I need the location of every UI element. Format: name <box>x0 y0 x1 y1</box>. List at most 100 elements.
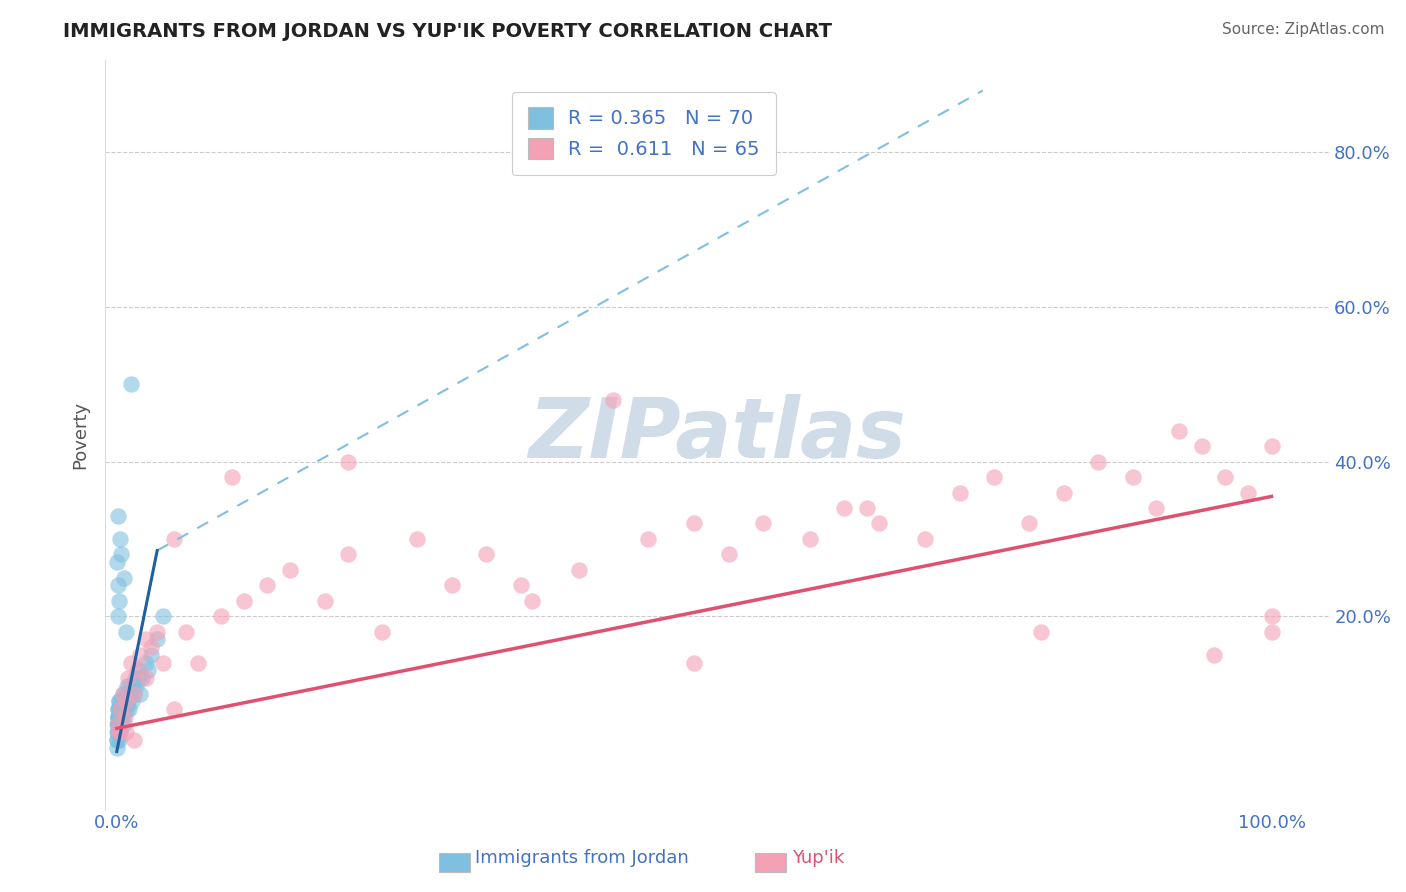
Point <box>602 392 624 407</box>
Point <box>105 740 128 755</box>
Point <box>107 694 129 708</box>
Point <box>683 516 706 531</box>
Point <box>406 532 429 546</box>
Point <box>440 578 463 592</box>
Point <box>111 710 134 724</box>
Point <box>110 694 132 708</box>
Point <box>122 733 145 747</box>
Point <box>256 578 278 592</box>
Point <box>135 632 157 647</box>
Point <box>131 671 153 685</box>
Point <box>110 548 132 562</box>
Point <box>105 717 128 731</box>
Point <box>115 702 138 716</box>
Point <box>107 733 129 747</box>
Point <box>107 717 129 731</box>
Point <box>221 470 243 484</box>
Point <box>799 532 821 546</box>
Point <box>121 694 143 708</box>
Y-axis label: Poverty: Poverty <box>72 401 89 468</box>
Point <box>107 710 129 724</box>
Point <box>127 664 149 678</box>
Point <box>717 548 740 562</box>
Point <box>110 702 132 716</box>
Point <box>122 679 145 693</box>
Point <box>752 516 775 531</box>
Point <box>141 640 163 655</box>
Point <box>118 702 141 716</box>
Point <box>107 725 129 739</box>
Point <box>117 671 139 685</box>
Legend: R = 0.365   N = 70, R =  0.611   N = 65: R = 0.365 N = 70, R = 0.611 N = 65 <box>512 92 776 175</box>
Point <box>1260 624 1282 639</box>
Point <box>111 702 134 716</box>
Text: ZIPatlas: ZIPatlas <box>529 394 907 475</box>
Point <box>110 702 132 716</box>
Point <box>105 555 128 569</box>
Point <box>174 624 197 639</box>
Point <box>108 594 131 608</box>
Point <box>115 694 138 708</box>
Point <box>120 687 142 701</box>
Point <box>110 710 132 724</box>
Point <box>209 609 232 624</box>
Point <box>115 694 138 708</box>
Point <box>117 694 139 708</box>
Point <box>128 648 150 662</box>
Point <box>1122 470 1144 484</box>
Point <box>107 717 129 731</box>
Point <box>278 563 301 577</box>
Point <box>120 656 142 670</box>
Point <box>105 725 128 739</box>
Point <box>124 671 146 685</box>
Point <box>107 710 129 724</box>
Point <box>107 508 129 523</box>
Point <box>107 578 129 592</box>
Point <box>868 516 890 531</box>
Point <box>127 664 149 678</box>
Point <box>117 687 139 701</box>
Point <box>163 532 186 546</box>
Point <box>125 679 148 693</box>
Point <box>314 594 336 608</box>
Point <box>112 694 135 708</box>
Point <box>983 470 1005 484</box>
Point <box>110 717 132 731</box>
Point <box>122 687 145 701</box>
Point <box>522 594 544 608</box>
Point <box>107 717 129 731</box>
Point <box>1029 624 1052 639</box>
Point <box>232 594 254 608</box>
Point <box>115 679 138 693</box>
Point <box>108 710 131 724</box>
Point <box>110 702 132 716</box>
Point <box>112 717 135 731</box>
Point <box>1215 470 1237 484</box>
Point <box>683 656 706 670</box>
Point <box>1260 609 1282 624</box>
Point <box>111 687 134 701</box>
Point <box>1202 648 1225 662</box>
Point <box>107 710 129 724</box>
Point <box>120 377 142 392</box>
Point <box>115 624 138 639</box>
Point <box>108 725 131 739</box>
Point <box>110 725 132 739</box>
Point <box>510 578 533 592</box>
Point <box>832 501 855 516</box>
Point <box>111 687 134 701</box>
Point <box>1053 485 1076 500</box>
Point <box>135 671 157 685</box>
Point <box>1260 439 1282 453</box>
Point <box>1237 485 1260 500</box>
Point <box>108 733 131 747</box>
Point <box>108 710 131 724</box>
Point <box>914 532 936 546</box>
Point <box>187 656 209 670</box>
Point <box>107 717 129 731</box>
Point <box>114 702 136 716</box>
Point <box>141 648 163 662</box>
Point <box>108 717 131 731</box>
Point <box>136 664 159 678</box>
Point <box>1168 424 1191 438</box>
